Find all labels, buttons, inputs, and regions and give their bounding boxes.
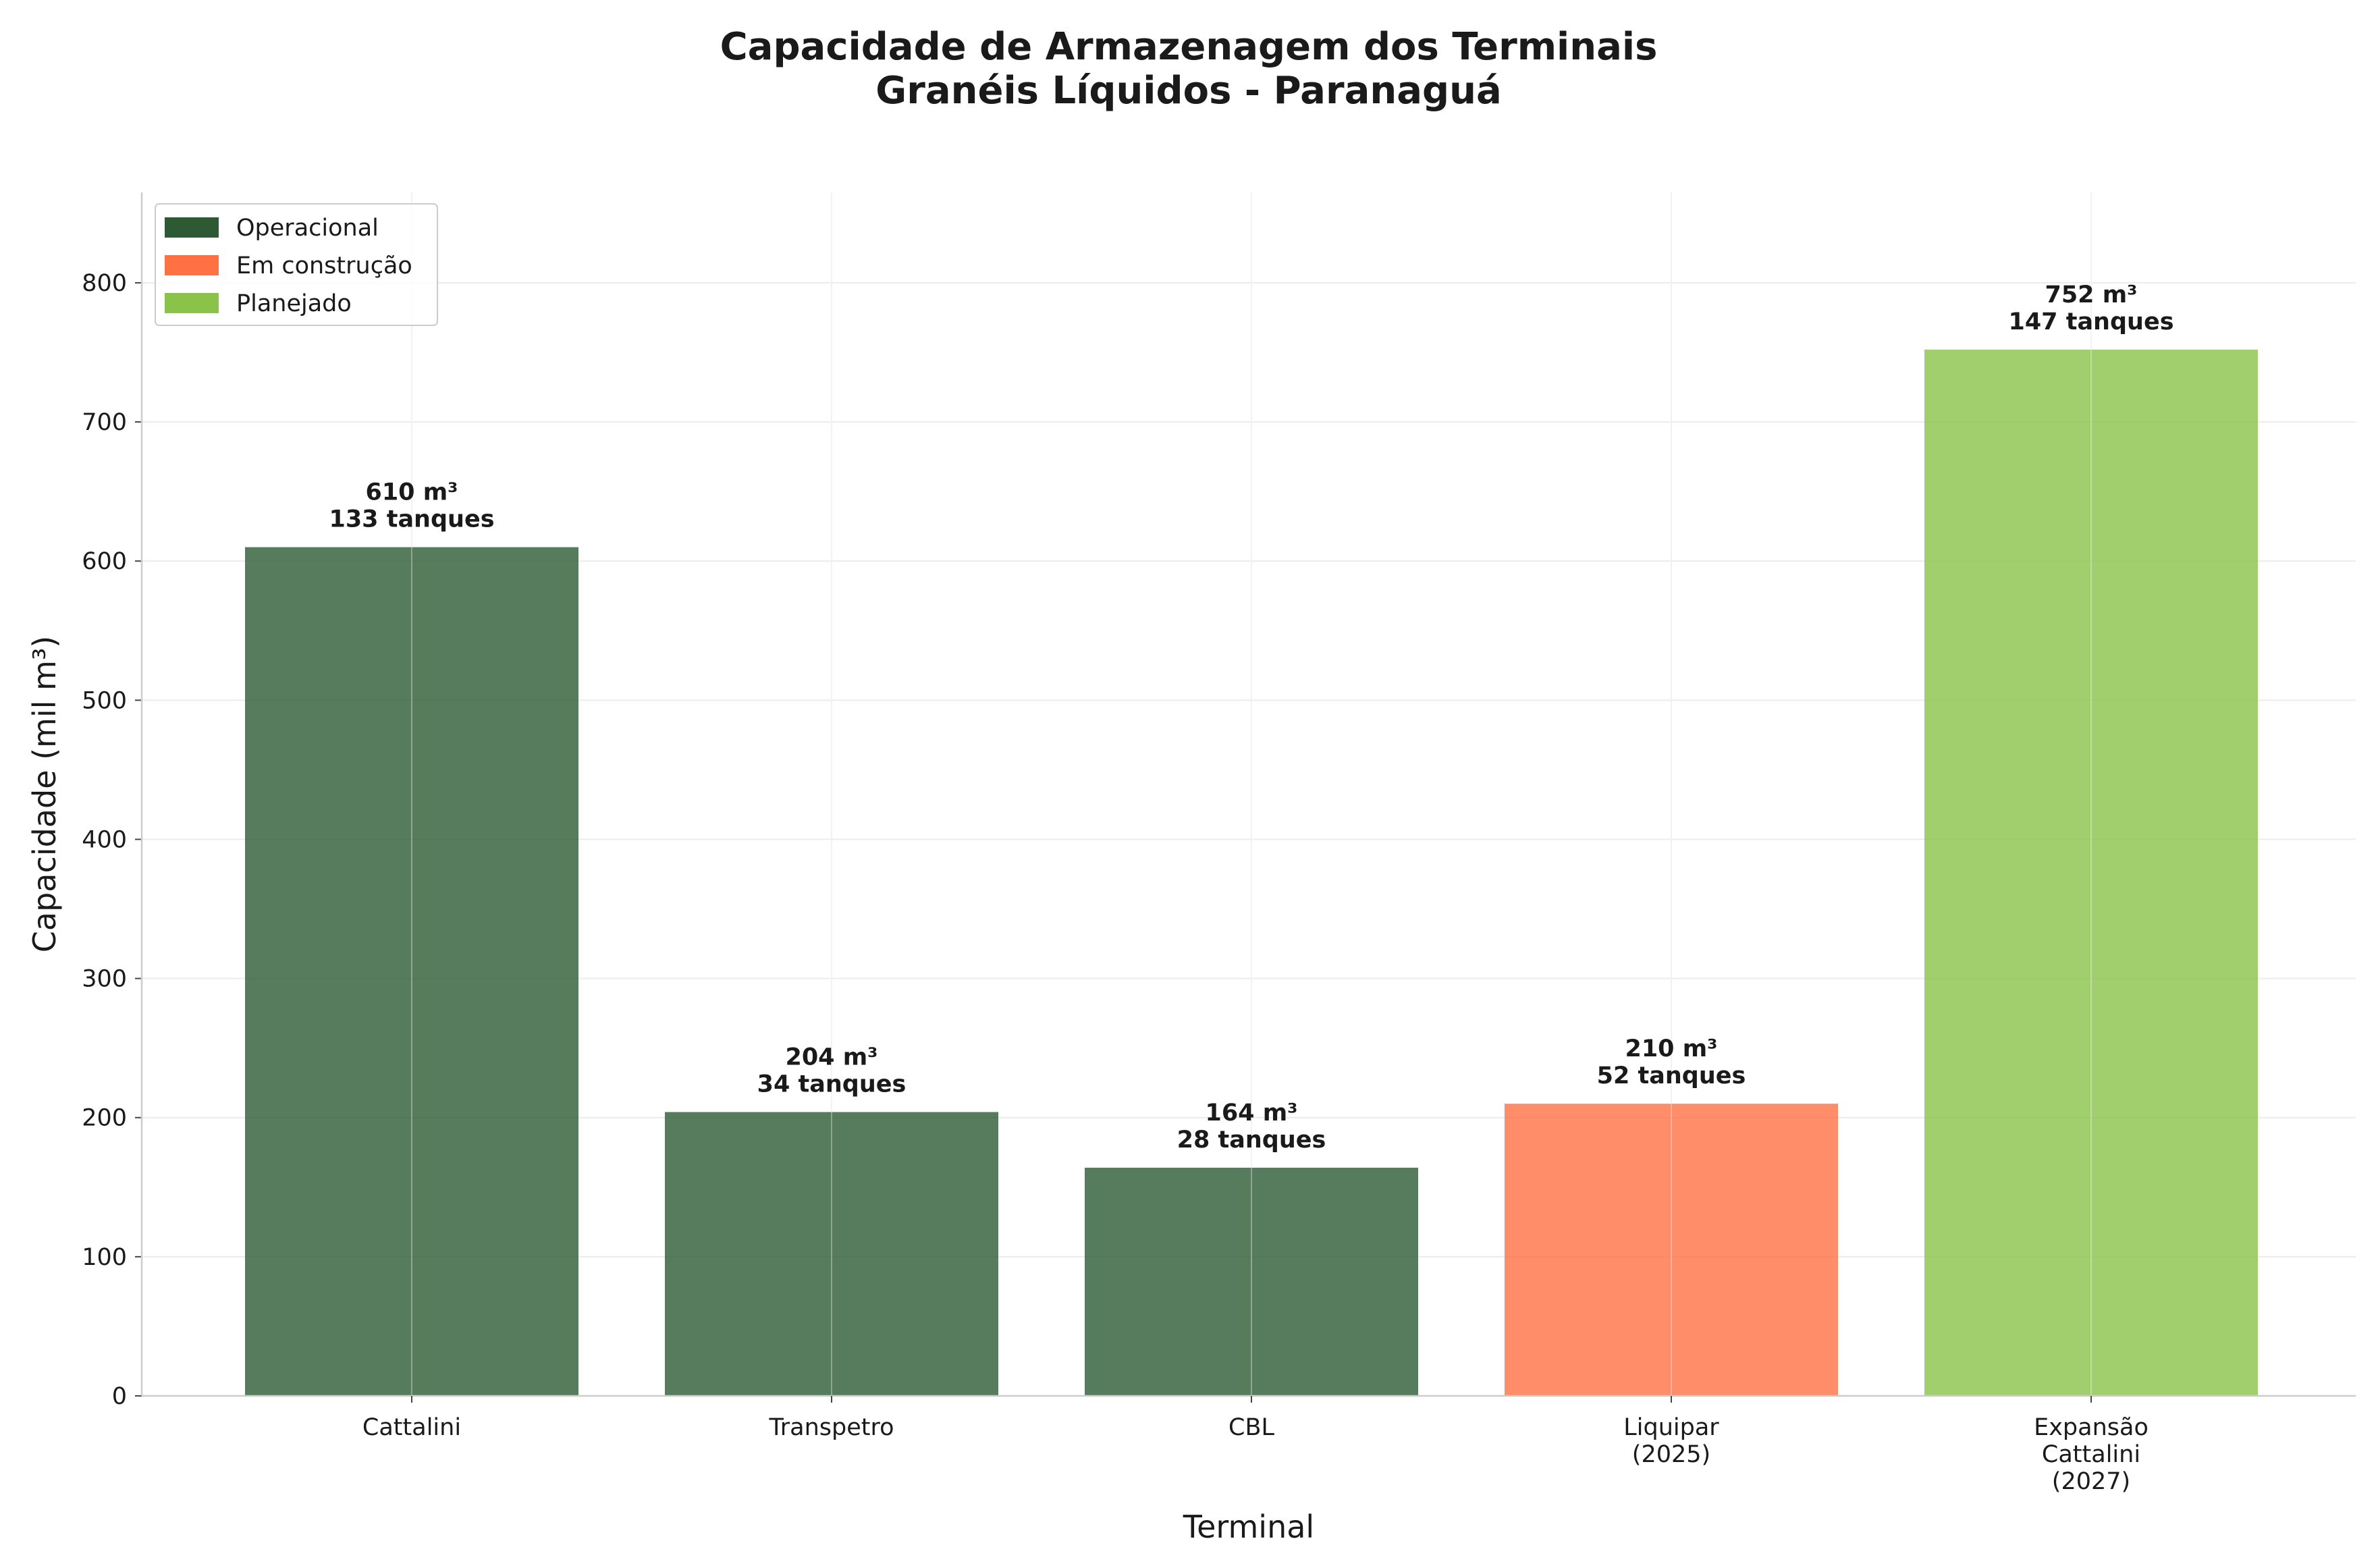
legend-swatch	[165, 217, 219, 238]
x-tick-label: Expansão	[2034, 1414, 2149, 1441]
legend-box	[155, 203, 438, 326]
x-tick-label: (2025)	[1632, 1441, 1710, 1468]
x-tick-label: Cattalini	[2042, 1441, 2140, 1468]
legend-swatch	[165, 255, 219, 275]
y-tick-label: 700	[82, 409, 127, 436]
x-axis-label: Terminal	[1183, 1509, 1314, 1545]
legend-swatch	[165, 293, 219, 313]
legend-label: Em construção	[236, 252, 412, 279]
chart-title: Capacidade de Armazenagem dos TerminaisG…	[720, 25, 1658, 113]
data-label-tanks: 133 tanques	[329, 506, 494, 533]
legend-label: Planejado	[236, 290, 352, 317]
data-label-value: 610 m³	[365, 479, 458, 506]
data-label-value: 204 m³	[785, 1044, 877, 1071]
data-label-tanks: 28 tanques	[1177, 1127, 1326, 1154]
y-tick-label: 600	[82, 548, 127, 575]
x-tick-label: Transpetro	[769, 1414, 894, 1441]
bar	[1924, 349, 2258, 1396]
bar	[245, 547, 578, 1396]
bar	[1085, 1167, 1418, 1396]
x-tick-label: Cattalini	[362, 1414, 461, 1441]
y-tick-label: 400	[82, 826, 127, 853]
chart-title-line: Granéis Líquidos - Paranaguá	[875, 69, 1502, 113]
legend-label: Operacional	[236, 215, 379, 242]
data-label-value: 752 m³	[2045, 281, 2137, 308]
chart-title-line: Capacidade de Armazenagem dos Terminais	[720, 25, 1658, 69]
y-axis-label: Capacidade (mil m³)	[26, 636, 63, 952]
data-label-tanks: 147 tanques	[2008, 308, 2173, 335]
data-label-value: 164 m³	[1205, 1100, 1297, 1127]
bars	[245, 349, 2258, 1396]
vertical-grid	[411, 192, 2092, 1396]
y-tick-label: 0	[112, 1383, 127, 1410]
x-tick-label: Liquipar	[1623, 1414, 1719, 1441]
legend: Operacional Em construção Planejado	[155, 203, 438, 326]
data-label-tanks: 52 tanques	[1597, 1062, 1746, 1089]
y-tick-label: 800	[82, 270, 127, 297]
x-tick-label: CBL	[1228, 1414, 1274, 1441]
data-label-value: 210 m³	[1625, 1035, 1717, 1062]
data-label-tanks: 34 tanques	[757, 1071, 907, 1098]
y-tick-label: 500	[82, 687, 127, 714]
bar	[1505, 1104, 1838, 1396]
x-tick-label: (2027)	[2052, 1468, 2130, 1495]
axes: 0 100 200 300 400 500 600 700 800 Cattalini Transp…	[26, 192, 2356, 1545]
y-tick-label: 300	[82, 966, 127, 993]
y-tick-label: 100	[82, 1244, 127, 1271]
bar	[665, 1112, 998, 1396]
y-tick-label: 200	[82, 1105, 127, 1132]
